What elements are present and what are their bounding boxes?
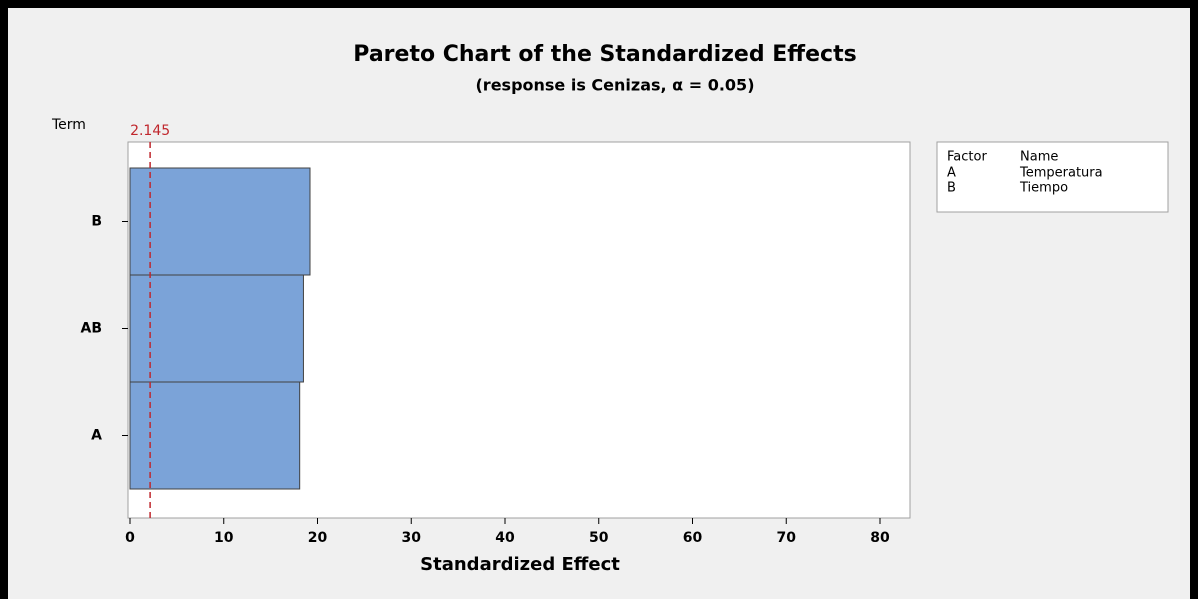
x-tick-label: 70 [777,530,797,546]
x-axis-label: Standardized Effect [420,554,620,575]
x-tick-label: 40 [495,530,515,546]
y-tick-label: A [91,428,102,444]
bar [129,167,311,276]
y-axis-label: Term [51,117,86,133]
bar [129,274,304,383]
bar [129,381,301,490]
factor-table [936,141,1169,213]
chart-title: Pareto Chart of the Standardized Effects [353,42,856,67]
reference-label: 2.145 [130,123,170,139]
x-tick-label: 80 [870,530,890,546]
factor-table-header: Factor [947,150,987,165]
y-tick-label: B [91,214,102,230]
factor-table-cell: A [947,166,956,181]
factor-table-cell: Temperatura [1019,166,1103,181]
x-tick-label: 50 [589,530,609,546]
x-tick-label: 20 [308,530,328,546]
y-tick-label: AB [80,321,102,337]
factor-table-cell: Tiempo [1019,181,1068,196]
x-tick-label: 30 [402,530,422,546]
x-tick-label: 0 [125,530,135,546]
chart-subtitle: (response is Cenizas, α = 0.05) [475,76,754,95]
factor-table-cell: B [947,181,956,196]
factor-table-header: Name [1020,150,1058,165]
x-tick-label: 60 [683,530,703,546]
x-tick-label: 10 [214,530,234,546]
